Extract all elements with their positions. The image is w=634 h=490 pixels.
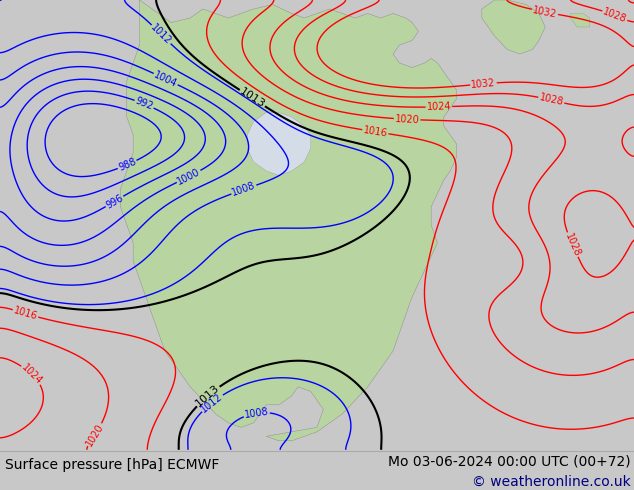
Text: 1012: 1012 (149, 22, 174, 47)
Text: Surface pressure [hPa] ECMWF: Surface pressure [hPa] ECMWF (5, 458, 219, 472)
Text: 1032: 1032 (471, 78, 496, 90)
Text: 1032: 1032 (532, 5, 558, 19)
Polygon shape (571, 14, 590, 27)
Text: 996: 996 (104, 193, 125, 210)
Polygon shape (120, 0, 456, 441)
Text: 988: 988 (117, 156, 138, 173)
Text: 1013: 1013 (238, 86, 267, 110)
Text: 992: 992 (134, 96, 155, 112)
Polygon shape (482, 0, 545, 54)
Text: 1012: 1012 (199, 391, 224, 415)
Text: 1013: 1013 (194, 383, 222, 409)
Polygon shape (247, 113, 311, 175)
Text: 1016: 1016 (363, 125, 388, 139)
Text: 1000: 1000 (176, 167, 202, 187)
Text: 1024: 1024 (427, 101, 451, 112)
Text: 1028: 1028 (602, 6, 628, 25)
Text: 1016: 1016 (12, 305, 39, 322)
Text: 1004: 1004 (152, 69, 179, 89)
Text: 1008: 1008 (243, 407, 269, 420)
Text: 1020: 1020 (394, 114, 420, 125)
Text: 1024: 1024 (20, 362, 44, 387)
Text: Mo 03-06-2024 00:00 UTC (00+72): Mo 03-06-2024 00:00 UTC (00+72) (388, 454, 631, 468)
Text: © weatheronline.co.uk: © weatheronline.co.uk (472, 475, 631, 489)
Text: 1008: 1008 (231, 181, 257, 198)
Text: 1028: 1028 (563, 231, 582, 258)
Text: 1028: 1028 (538, 93, 564, 108)
Text: 1020: 1020 (84, 422, 105, 448)
